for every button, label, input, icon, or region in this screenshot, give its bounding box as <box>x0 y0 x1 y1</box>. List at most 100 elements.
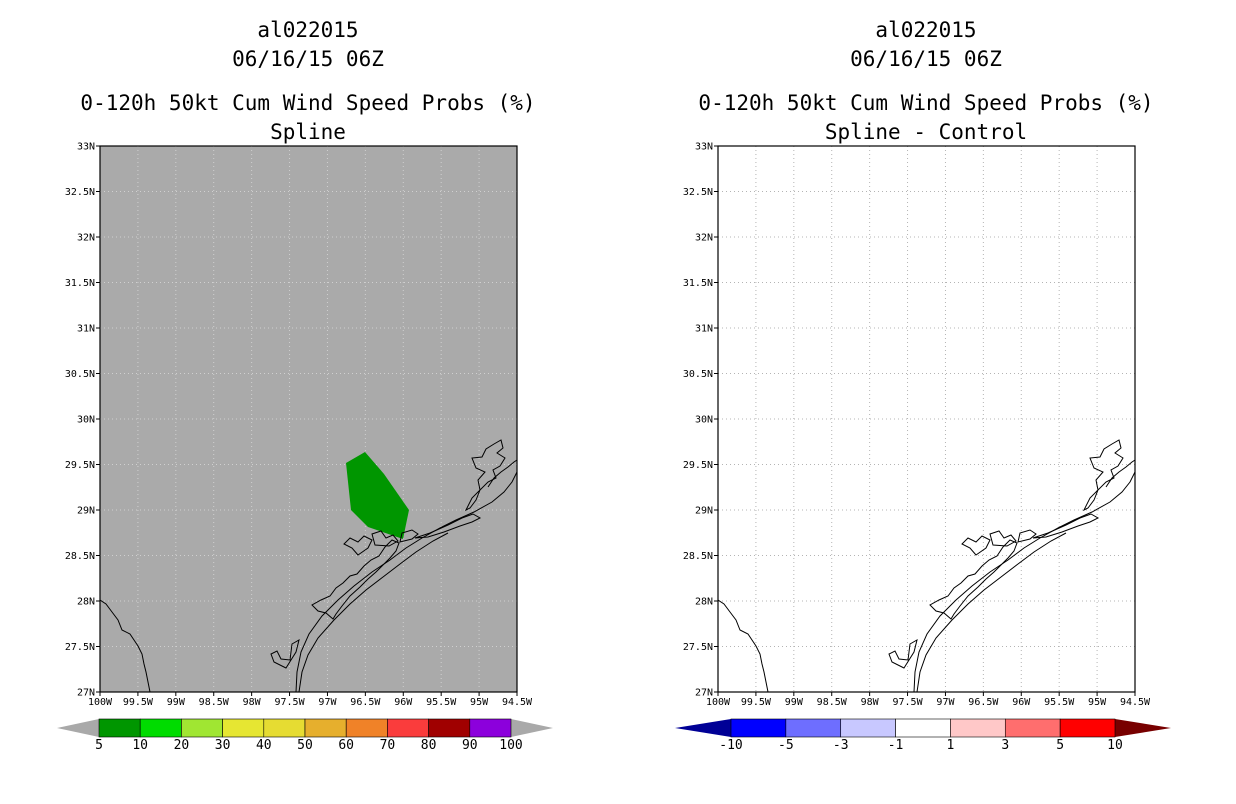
right-lon-labels: 100W 99.5W 99W 98.5W 98W 97.5W 97W 96.5W 96W 95.5… <box>706 692 1151 708</box>
left-gridlines <box>100 146 517 692</box>
lon-tick-label: 97W <box>318 697 337 708</box>
colorbar-label: -5 <box>778 738 794 753</box>
right-colorbar: -10 -5 -3 -1 1 3 5 10 <box>675 718 1171 753</box>
lon-tick-label: 94.5W <box>502 697 533 708</box>
lon-tick-label: 100W <box>706 697 731 708</box>
colorbar-label: 90 <box>462 738 478 753</box>
colorbar-swatch <box>950 718 1006 738</box>
left-colorbar: 5 10 20 30 40 50 60 70 80 90 100 <box>57 718 553 753</box>
colorbar-swatch <box>469 718 512 738</box>
left-title-line-3: 0-120h 50kt Cum Wind Speed Probs (%) <box>80 91 535 115</box>
lon-tick-label: 96W <box>1012 697 1031 708</box>
lon-tick-label: 99W <box>167 697 186 708</box>
right-title-line-4: Spline - Control <box>825 120 1027 144</box>
lat-tick-label: 30.5N <box>65 369 95 380</box>
colorbar-label: 20 <box>174 738 190 753</box>
lon-tick-label: 99W <box>785 697 804 708</box>
lat-tick-label: 29N <box>77 506 95 517</box>
coastline-segment <box>343 535 373 556</box>
lat-tick-label: 28.5N <box>65 551 95 562</box>
colorbar-label: 60 <box>338 738 354 753</box>
lat-tick-label: 32N <box>77 233 95 244</box>
lon-tick-label: 95.5W <box>426 697 457 708</box>
colorbar-swatch <box>730 718 787 738</box>
lat-tick-label: 29.5N <box>683 460 713 471</box>
lon-tick-label: 99.5W <box>123 697 154 708</box>
coastline-segment <box>414 513 482 539</box>
lat-tick-label: 30N <box>695 415 713 426</box>
lat-tick-label: 29.5N <box>65 460 95 471</box>
lon-tick-label: 97W <box>936 697 955 708</box>
colorbar-label: 40 <box>256 738 272 753</box>
lon-tick-label: 99.5W <box>741 697 772 708</box>
coastline-segment <box>916 532 1067 692</box>
lon-tick-label: 98W <box>861 697 880 708</box>
colorbar-swatch <box>222 718 265 738</box>
left-probability-area <box>346 452 409 539</box>
colorbar-label: 5 <box>1056 738 1064 753</box>
lon-tick-label: 97.5W <box>892 697 923 708</box>
left-title-line-2: 06/16/15 06Z <box>232 47 384 71</box>
lon-tick-label: 96W <box>394 697 413 708</box>
right-title-line-2: 06/16/15 06Z <box>850 47 1002 71</box>
left-lat-labels: 33N 32.5N 32N 31.5N 31N 30.5N 30N 29.5N 29N 28.5N… <box>65 142 100 699</box>
coastline-segment <box>399 529 419 543</box>
lat-tick-label: 32.5N <box>65 187 95 198</box>
lat-tick-label: 33N <box>695 142 713 153</box>
left-panel: al022015 06/16/15 06Z 0-120h 50kt Cum Wi… <box>57 18 553 753</box>
colorbar-right-triangle <box>1115 719 1171 737</box>
coastline-segment <box>961 535 991 556</box>
left-title-line-4: Spline <box>270 120 346 144</box>
colorbar-label: 3 <box>1001 738 1009 753</box>
lon-tick-label: 95W <box>470 697 489 708</box>
lon-tick-label: 98W <box>243 697 262 708</box>
right-title-line-3: 0-120h 50kt Cum Wind Speed Probs (%) <box>698 91 1153 115</box>
lat-tick-label: 27.5N <box>65 642 95 653</box>
lat-tick-label: 32.5N <box>683 187 713 198</box>
colorbar-swatch <box>387 718 429 738</box>
lat-tick-label: 31N <box>77 324 95 335</box>
coastline-segment <box>1105 459 1135 488</box>
lon-tick-label: 100W <box>88 697 113 708</box>
colorbar-swatch <box>428 718 471 738</box>
colorbar-label: 80 <box>421 738 437 753</box>
lat-tick-label: 31N <box>695 324 713 335</box>
lat-tick-label: 27N <box>695 688 713 699</box>
lon-tick-label: 94.5W <box>1120 697 1151 708</box>
lat-tick-label: 31.5N <box>683 278 713 289</box>
coastline-segment <box>487 459 517 488</box>
colorbar-label: 70 <box>380 738 396 753</box>
left-lon-labels: 100W 99.5W 99W 98.5W 98W 97.5W 97W 96.5W 96W 95.5… <box>88 692 533 708</box>
colorbar-swatch <box>181 718 223 738</box>
lon-tick-label: 95W <box>1088 697 1107 708</box>
lon-tick-label: 97.5W <box>274 697 305 708</box>
lat-tick-label: 28N <box>77 597 95 608</box>
lat-tick-label: 28N <box>695 597 713 608</box>
coastline-segment <box>913 471 1135 692</box>
coastline-segment <box>371 530 399 547</box>
lat-tick-label: 33N <box>77 142 95 153</box>
right-gridlines <box>718 146 1135 692</box>
lat-tick-label: 29N <box>695 506 713 517</box>
left-title-line-1: al022015 <box>257 18 358 42</box>
lat-tick-label: 28.5N <box>683 551 713 562</box>
coastline-segment <box>929 539 1018 620</box>
coastline-segment <box>270 638 300 669</box>
coastline-segment <box>1082 439 1124 512</box>
lat-tick-label: 30.5N <box>683 369 713 380</box>
right-panel: al022015 06/16/15 06Z 0-120h 50kt Cum Wi… <box>675 18 1171 753</box>
lat-tick-label: 31.5N <box>65 278 95 289</box>
colorbar-label: 30 <box>215 738 231 753</box>
lat-tick-label: 27N <box>77 688 95 699</box>
lon-tick-label: 98.5W <box>199 697 230 708</box>
colorbar-swatch <box>304 718 347 738</box>
right-title-line-1: al022015 <box>875 18 976 42</box>
colorbar-swatch <box>840 718 896 738</box>
colorbar-left-triangle <box>675 719 731 737</box>
coastline-segment <box>888 638 918 669</box>
colorbar-label: -1 <box>888 738 904 753</box>
left-coastline <box>100 439 517 692</box>
colorbar-swatch <box>263 718 306 738</box>
colorbar-left-triangle <box>57 719 99 737</box>
